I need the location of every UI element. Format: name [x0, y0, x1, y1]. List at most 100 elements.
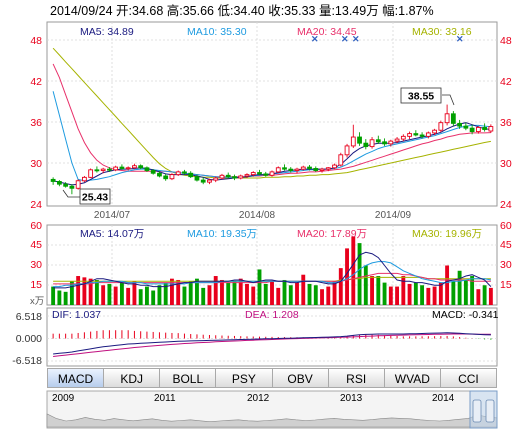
volume-bar [395, 286, 400, 305]
volume-bar [245, 283, 249, 305]
candle [50, 177, 56, 185]
tab-kdj[interactable]: KDJ [104, 368, 161, 388]
candle [163, 173, 169, 181]
tab-obv[interactable]: OBV [272, 368, 329, 388]
candle-body [269, 171, 275, 176]
candle [150, 169, 156, 175]
navigator-year: 2011 [154, 393, 176, 404]
candle-body [50, 178, 56, 182]
candle [244, 173, 250, 179]
high-callout-box [400, 87, 442, 104]
volume-bar [351, 236, 356, 305]
candle [469, 124, 475, 135]
candle [113, 165, 119, 172]
candle [382, 138, 387, 146]
candle-body [369, 139, 375, 148]
x-label: 2014/08 [239, 210, 276, 221]
event-marker-icon[interactable]: ✕ [311, 34, 319, 44]
candle [238, 174, 244, 180]
volume-bar [195, 278, 199, 305]
candle-body [257, 172, 262, 175]
volume-bar [257, 269, 262, 305]
price-y-tick: 36 [30, 117, 42, 129]
volume-bar [82, 277, 87, 305]
volume-bar [295, 282, 299, 305]
price-y-axis: 48 42 36 30 24 [30, 35, 42, 211]
candle-body [307, 166, 312, 169]
candle-body [182, 171, 187, 174]
price-y-tick: 42 [30, 76, 42, 88]
volume-bar [382, 282, 387, 305]
volume-bar [132, 281, 137, 305]
candle-body [413, 133, 419, 136]
candle-body [100, 168, 106, 171]
event-marker-icon[interactable]: ✕ [456, 34, 464, 44]
candle [132, 163, 137, 170]
volume-bars [51, 236, 493, 305]
candle-body [319, 168, 325, 171]
volume-bar [451, 281, 456, 305]
tab-psy[interactable]: PSY [216, 368, 273, 388]
price-y-axis-right: 48 42 36 30 24 [500, 35, 512, 211]
dea-line [53, 333, 491, 357]
macd-legend: MACD: -0.341 [432, 309, 499, 321]
candle [438, 120, 444, 133]
candle-body [225, 174, 231, 178]
candle [357, 132, 362, 146]
tab-boll[interactable]: BOLL [160, 368, 217, 388]
candle [282, 164, 287, 171]
volume-bar [476, 289, 481, 305]
macd-y-tick: -6.518 [12, 355, 42, 367]
candle-body [288, 168, 294, 171]
navigator-handle[interactable] [485, 399, 495, 423]
tab-cci[interactable]: CCI [440, 368, 497, 388]
volume-bar [151, 290, 156, 305]
candle [338, 152, 344, 167]
candle [100, 167, 106, 174]
tab-macd[interactable]: MACD [47, 368, 105, 388]
volume-bar [407, 283, 412, 305]
tab-wvad[interactable]: WVAD [384, 368, 441, 388]
navigator-handle[interactable] [472, 399, 482, 423]
candle-body [394, 138, 400, 142]
x-label: 2014/07 [94, 210, 131, 221]
volume-y-tick-right: 45 [500, 239, 512, 251]
volume-ma5-line [53, 251, 492, 289]
ma5-legend: MA5: 34.89 [80, 26, 134, 38]
candle [488, 124, 494, 133]
candle-body [444, 113, 450, 124]
candle [288, 167, 294, 173]
macd-histogram [52, 330, 492, 340]
low-callout-box [79, 188, 111, 205]
volume-bar [226, 282, 231, 305]
volume-bar [363, 265, 368, 305]
volume-bar [88, 278, 93, 305]
volume-bar [276, 287, 281, 305]
event-markers[interactable]: ✕ ✕ ✕ ✕ [311, 34, 464, 44]
candle [182, 169, 187, 175]
candle [344, 143, 350, 158]
volume-bar [288, 285, 293, 305]
navigator-year: 2009 [52, 393, 75, 404]
candle-body [325, 167, 331, 170]
candle-body [475, 127, 481, 133]
navigator-year: 2012 [247, 393, 270, 404]
dif-line [53, 332, 491, 355]
candle-body [138, 165, 144, 169]
candle-body [344, 145, 350, 156]
event-marker-icon[interactable]: ✕ [341, 34, 349, 44]
low-callout: 25.43 [62, 188, 111, 205]
candle [300, 165, 306, 171]
candle-body [188, 172, 194, 178]
candle [444, 104, 450, 126]
tab-rsi[interactable]: RSI [328, 368, 385, 388]
candle [394, 137, 400, 144]
candle [107, 167, 112, 172]
event-marker-icon[interactable]: ✕ [352, 34, 360, 44]
dif-legend: DIF: 1.037 [52, 309, 101, 321]
candle [432, 128, 437, 135]
volume-bar [345, 248, 349, 305]
candle-body [388, 140, 394, 145]
volume-bar [313, 285, 318, 305]
candle [157, 171, 162, 178]
